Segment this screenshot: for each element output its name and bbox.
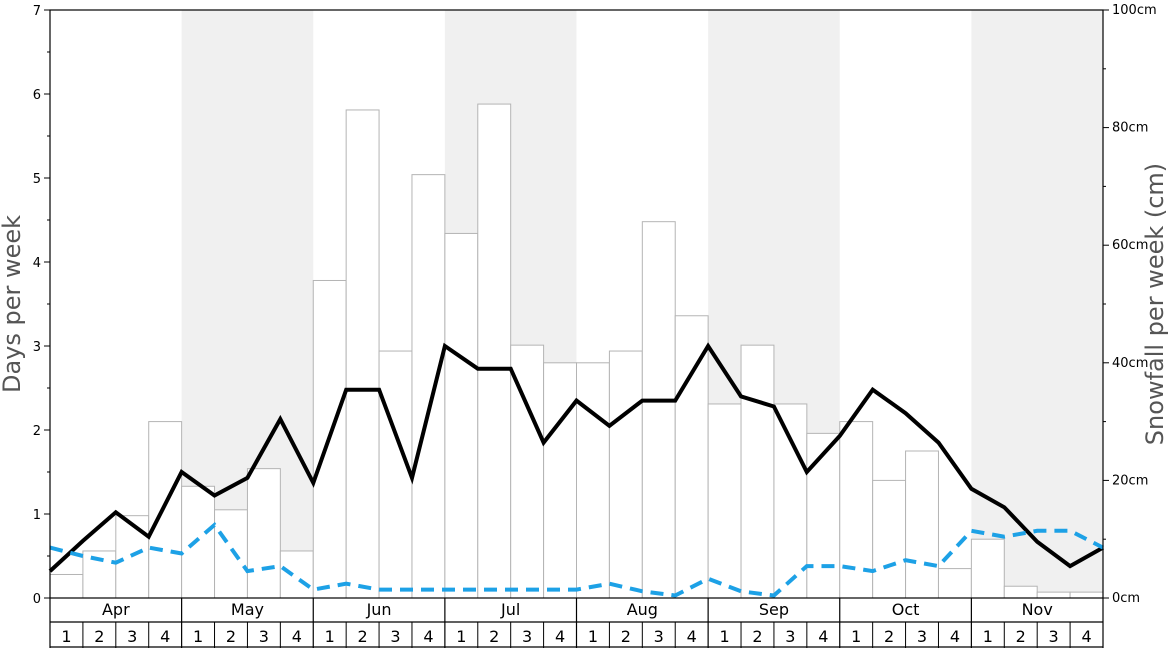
month-label: Sep — [759, 600, 789, 619]
week-label: 1 — [456, 627, 466, 646]
snowfall-bar — [345, 109, 380, 599]
week-label: 2 — [752, 627, 762, 646]
week-label: 3 — [785, 627, 795, 646]
snowfall-bar — [1003, 585, 1038, 599]
snowfall-bar — [1036, 591, 1071, 599]
month-label: Jun — [366, 600, 392, 619]
snowfall-bar — [444, 232, 479, 599]
snowfall-bar — [641, 221, 676, 599]
month-shade-band — [971, 10, 1103, 598]
snowfall-bar — [279, 550, 314, 599]
week-label: 4 — [555, 627, 565, 646]
snowfall-bar — [214, 509, 248, 599]
week-label: 1 — [588, 627, 598, 646]
snowfall-bar — [806, 432, 841, 599]
week-label: 4 — [687, 627, 697, 646]
left-tick-label: 7 — [33, 4, 41, 19]
week-label: 4 — [160, 627, 170, 646]
snowfall-bar — [378, 350, 413, 599]
week-label: 4 — [950, 627, 960, 646]
snowfall-bar — [49, 573, 84, 599]
week-label: 4 — [423, 627, 433, 646]
week-label: 1 — [719, 627, 729, 646]
snowfall-bar — [905, 450, 939, 599]
snowfall-bar — [477, 103, 512, 599]
right-tick-label: 80cm — [1112, 121, 1148, 136]
snowfall-bar — [411, 174, 446, 599]
snowfall-bar — [608, 350, 643, 599]
week-label: 3 — [127, 627, 137, 646]
week-label: 2 — [621, 627, 631, 646]
week-label: 4 — [818, 627, 828, 646]
left-tick-label: 1 — [33, 508, 41, 523]
week-label: 3 — [1049, 627, 1059, 646]
snowfall-bar — [970, 538, 1005, 599]
solid-days-line — [48, 342, 1104, 573]
left-tick-label: 2 — [33, 424, 41, 439]
month-label: May — [231, 600, 264, 619]
left-tick-label: 5 — [33, 172, 41, 187]
week-label: 1 — [61, 627, 71, 646]
week-label: 2 — [1016, 627, 1026, 646]
month-label: Aug — [627, 600, 658, 619]
week-label: 3 — [654, 627, 664, 646]
week-label: 2 — [358, 627, 368, 646]
month-label: Oct — [892, 600, 920, 619]
snowfall-bar — [674, 315, 709, 599]
snowfall-bar — [543, 362, 577, 599]
snowfall-bar — [740, 344, 775, 599]
snowfall-bar — [872, 479, 907, 599]
snowfall-bar — [576, 362, 610, 599]
week-label: 2 — [94, 627, 104, 646]
right-tick-label: 60cm — [1112, 238, 1148, 253]
right-tick-label: 100cm — [1112, 3, 1157, 18]
left-tick-label: 3 — [33, 340, 41, 355]
snowfall-bar — [937, 568, 972, 599]
dashed-days-line — [49, 521, 1104, 598]
week-label: 2 — [489, 627, 499, 646]
right-tick-label: 40cm — [1112, 356, 1148, 371]
week-label: 3 — [917, 627, 927, 646]
week-label: 2 — [884, 627, 894, 646]
week-label: 3 — [390, 627, 400, 646]
right-axis-title: Snowfall per week (cm) — [1141, 163, 1168, 445]
day-lines — [48, 342, 1104, 598]
month-label: Nov — [1022, 600, 1053, 619]
right-axis: 0cm 20cm 40cm 60cm 80cm 100cm — [1103, 3, 1157, 606]
week-label: 3 — [259, 627, 269, 646]
snowfall-bar — [707, 403, 742, 599]
month-label: Apr — [102, 600, 130, 619]
week-label: 1 — [325, 627, 335, 646]
week-label: 1 — [983, 627, 993, 646]
week-label: 1 — [193, 627, 203, 646]
snowfall-bar — [510, 344, 545, 599]
right-tick-label: 0cm — [1112, 591, 1140, 606]
left-axis-title: Days per week — [0, 215, 26, 393]
snowfall-bar — [148, 421, 183, 599]
right-tick-label: 20cm — [1112, 473, 1148, 488]
left-axis: 0 1 2 3 4 5 6 7 — [33, 4, 50, 607]
week-label: 4 — [1081, 627, 1091, 646]
week-label: 4 — [292, 627, 302, 646]
snowfall-bar — [1069, 591, 1104, 599]
left-tick-label: 0 — [33, 592, 41, 607]
x-axis: Apr 1 2 3 4 May 1 2 3 4 Jun 1 2 3 4 Jul 1 2 3 4 Aug 1 2 3 4 Sep 1 2… — [49, 598, 1104, 648]
week-label: 2 — [226, 627, 236, 646]
snowfall-bar — [246, 468, 281, 599]
snowfall-bar — [181, 485, 216, 599]
week-label: 1 — [851, 627, 861, 646]
week-label: 3 — [522, 627, 532, 646]
left-tick-label: 6 — [33, 88, 41, 103]
month-label: Jul — [500, 600, 520, 619]
left-tick-label: 4 — [33, 256, 41, 271]
